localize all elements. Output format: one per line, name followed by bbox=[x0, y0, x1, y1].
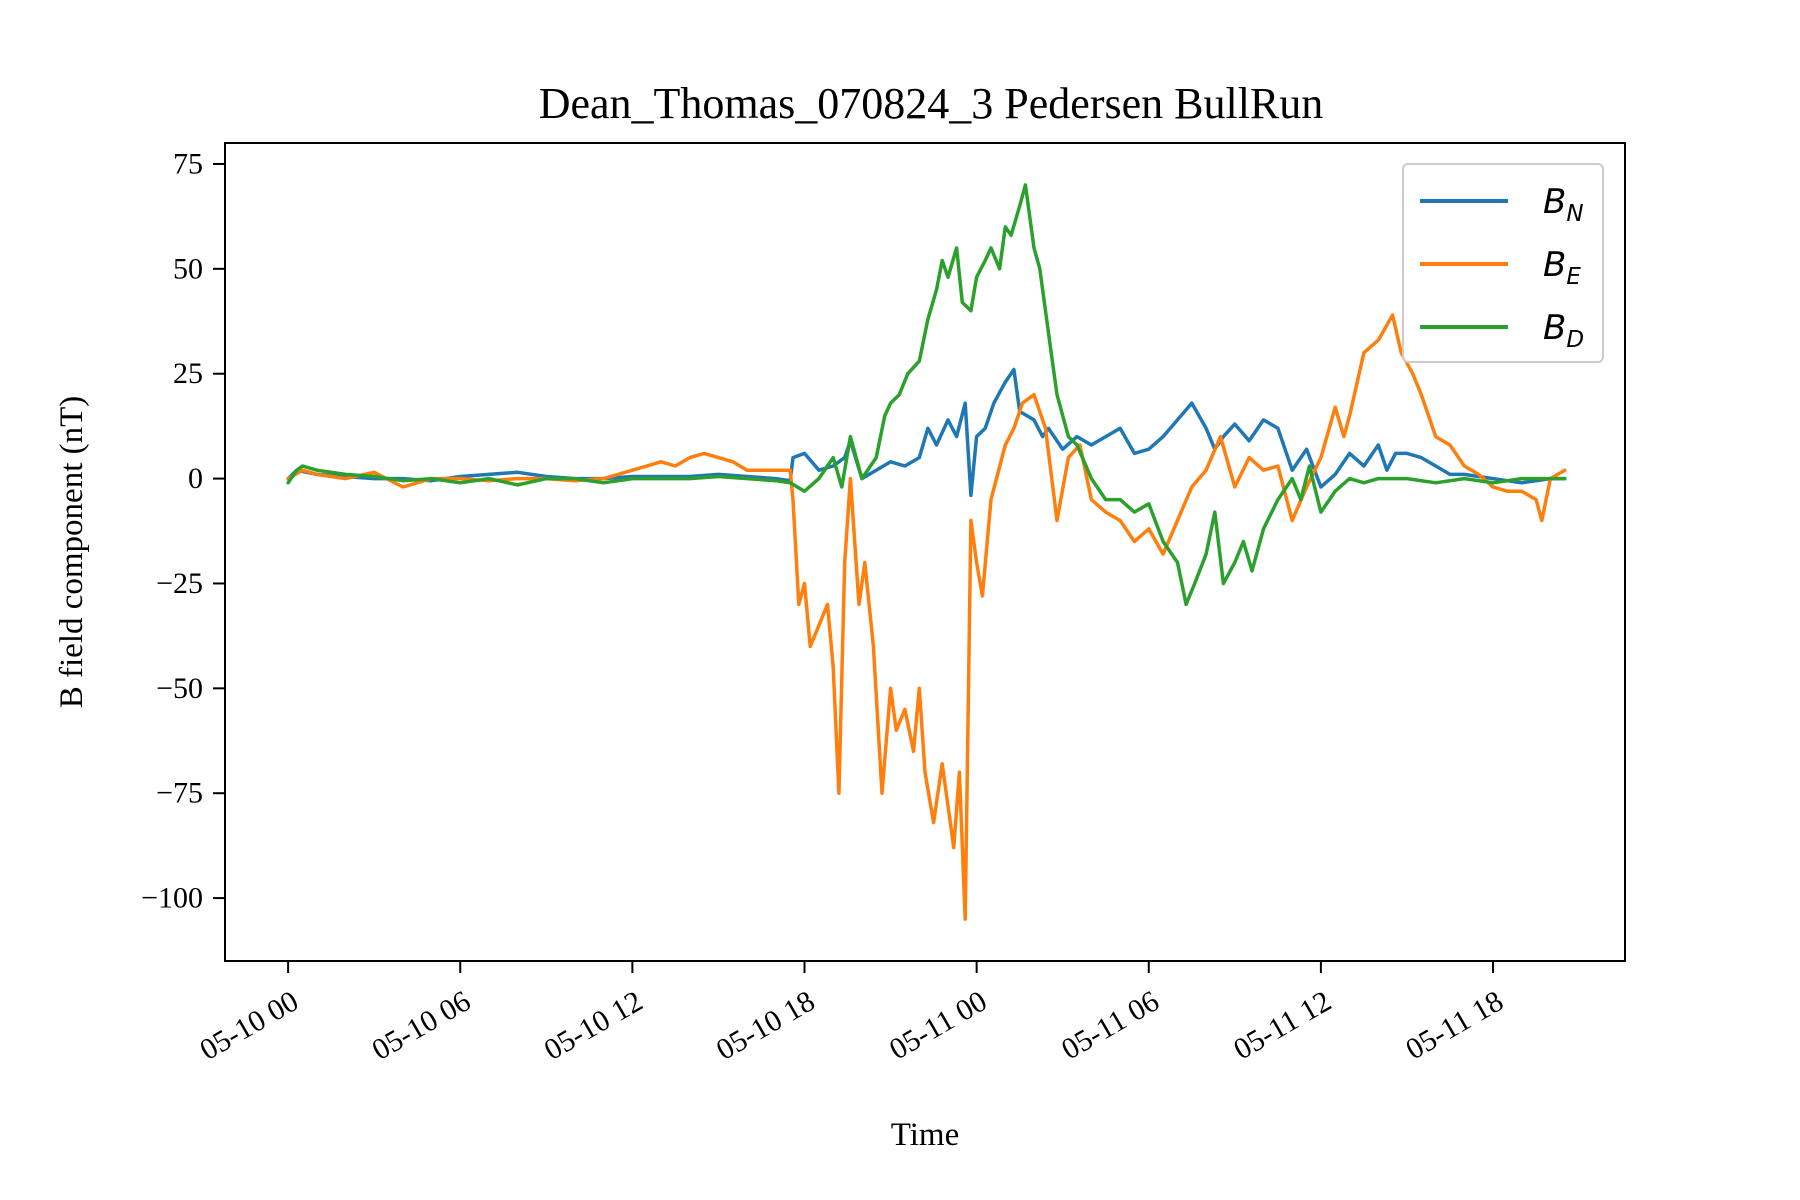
series-line-b-e bbox=[286, 313, 1567, 921]
legend-label-subscript: E bbox=[1566, 264, 1581, 290]
series-layer bbox=[286, 183, 1567, 921]
legend-label-subscript: D bbox=[1566, 327, 1584, 353]
legend-label: BD bbox=[1543, 308, 1584, 353]
y-tick-label: −100 bbox=[141, 882, 203, 915]
series-line-b-n bbox=[286, 367, 1567, 498]
chart-title: Dean_Thomas_070824_3 Pedersen BullRun bbox=[539, 79, 1324, 128]
legend-label: BE bbox=[1543, 245, 1581, 290]
legend-label: BN bbox=[1543, 182, 1584, 227]
legend-label-subscript: N bbox=[1566, 201, 1583, 227]
y-tick-label: 25 bbox=[173, 357, 203, 390]
legend-label-main: B bbox=[1543, 308, 1566, 348]
y-tick-label: 50 bbox=[173, 252, 203, 285]
y-axis: 75 50 25 0 −25 −50 −75 −100 bbox=[141, 147, 225, 915]
y-tick-label: −25 bbox=[156, 567, 203, 600]
y-tick-label: 75 bbox=[173, 147, 203, 180]
legend-label-main: B bbox=[1543, 182, 1566, 222]
x-axis-label: Time bbox=[891, 1117, 959, 1153]
y-tick-label: −50 bbox=[156, 672, 203, 705]
y-tick-label: 0 bbox=[188, 462, 203, 495]
legend-label-main: B bbox=[1543, 245, 1566, 285]
series-line-b-d bbox=[286, 183, 1567, 607]
y-axis-label: B field component (nT) bbox=[54, 396, 90, 709]
plot-frame bbox=[224, 142, 1626, 962]
y-tick-label: −75 bbox=[156, 777, 203, 810]
